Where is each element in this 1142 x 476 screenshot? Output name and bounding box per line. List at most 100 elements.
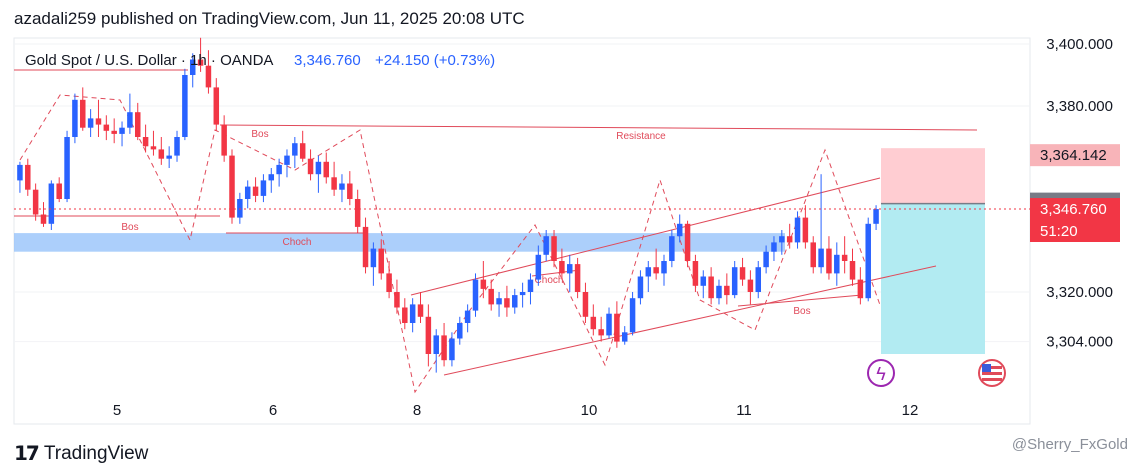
candle [409,298,416,333]
candle [512,288,518,314]
candle [307,149,314,181]
candle-body [598,329,604,336]
candle-body [637,276,644,299]
candle [543,230,549,261]
candle-body [197,59,204,66]
brand-name: TradingView [43,442,149,464]
candle [519,282,526,308]
candle [841,236,848,274]
candle [606,307,612,339]
candle [339,174,345,203]
candle-body [661,261,667,274]
candle [284,149,290,178]
candle-body [480,279,487,289]
candle-body [237,199,243,218]
price-tag-last: 3,346.760 [1030,198,1120,221]
candle-body [111,130,117,134]
candle [205,50,212,94]
price-tag-box [1030,144,1120,167]
candle-body [629,298,636,333]
price-tag-box [1030,198,1120,221]
candle [150,130,157,156]
candle [229,149,235,224]
candles [17,37,879,373]
watermark: @Sherry_FxGold [1011,436,1128,453]
candle-body [826,248,832,274]
candle-body [64,137,70,199]
candle-body [606,313,612,336]
candle [134,102,141,141]
candle [794,211,801,249]
tradingview-logo[interactable]: 𝟭𝟳 TradingView [14,441,148,466]
candle-body [119,127,125,134]
candle-body [307,158,314,175]
candle [182,68,188,141]
candle [731,261,738,299]
candle [48,180,55,230]
y-tick-label: 3,380.000 [1046,98,1113,115]
candle [268,168,275,193]
candle [559,248,565,280]
candle-body [771,242,777,252]
candle-body [158,149,165,159]
candle [166,146,172,168]
candle [653,248,659,280]
candle-body [425,316,432,354]
candle [779,230,785,255]
candle [786,223,793,249]
bos-line-2 [737,294,863,307]
candle [857,267,864,305]
candle-body [857,279,864,299]
candle [213,78,220,131]
candle [32,183,39,221]
candle-body [504,298,510,308]
candle [40,202,47,227]
price-tag-stop: 3,364.142 [1030,144,1120,167]
x-tick-label: 6 [269,402,277,419]
candle [865,217,871,302]
candle-body [150,146,157,150]
candle-body [747,279,754,292]
candle [370,242,377,286]
us-flag-icon[interactable] [978,359,1006,387]
candle-body [103,124,110,131]
price-tag-countdown: 51:20 [1030,220,1120,242]
candle-body [276,164,282,175]
candle-body [527,279,534,292]
candle-body [582,292,589,317]
candle-body [724,285,730,296]
candle-body [441,335,447,361]
publish-header: azadali259 published on TradingView.com,… [14,9,525,28]
candle-body [229,155,235,218]
legend-change: +24.150 (+0.73%) [375,52,495,69]
candle [716,279,722,305]
candle-body [535,254,542,280]
annotation-label: Bos [793,306,810,317]
candle-body [142,137,149,147]
resistance-line [219,124,978,131]
candle [802,205,809,249]
candle [614,301,620,348]
candle-body [669,236,675,261]
candle [87,109,94,137]
candle-body [763,251,769,268]
candle-body [32,189,39,215]
candle-body [394,292,400,308]
candle [127,93,133,134]
candle [661,254,667,286]
candle [174,130,180,162]
price-axis: 3,400.000 3,380.000 3,320.000 3,304.000 [1046,36,1113,351]
candle-body [802,217,809,243]
candle [771,236,777,261]
candle-body [708,276,714,299]
candle-body [378,248,384,274]
candle-body [370,248,377,268]
candle-body [433,335,439,354]
lightning-icon[interactable]: ϟ [867,359,895,387]
candle [747,270,754,305]
candle [362,217,369,274]
svg-text:ϟ: ϟ [876,364,886,384]
candle-body [755,267,762,292]
candle [315,155,322,193]
